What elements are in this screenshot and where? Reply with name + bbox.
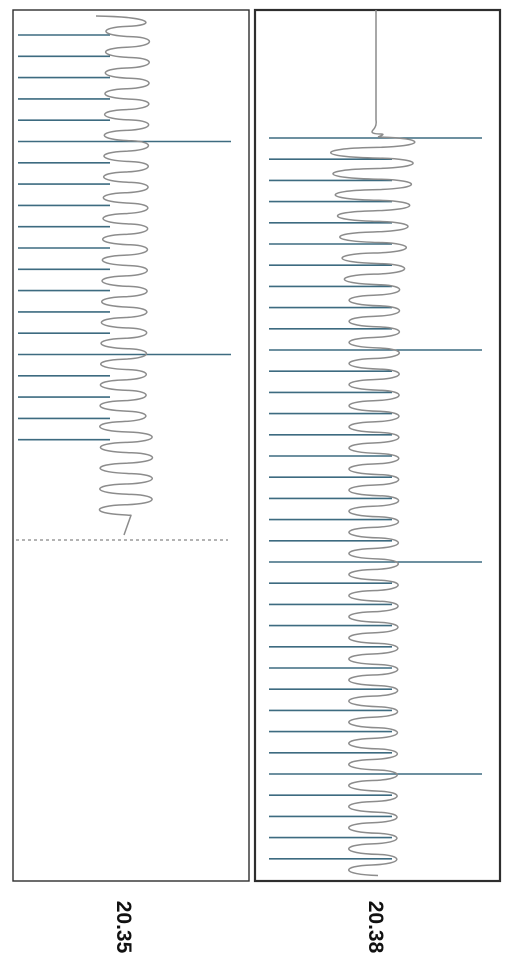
panel-right-label: 20.38: [364, 901, 387, 954]
panel-right-frame: [253, 8, 502, 883]
panel-left-label: 20.35: [112, 901, 135, 954]
panel-right-ticks: [269, 137, 482, 860]
panel-right: 20.38: [253, 8, 502, 954]
panel-left-frame: [12, 9, 250, 882]
panel-right-waveform: [330, 136, 416, 877]
panel-left-waveform: [95, 15, 154, 536]
panel-right-lead-in: [371, 10, 384, 138]
panel-left-ticks: [18, 34, 231, 441]
panel-left: 20.35: [12, 9, 250, 954]
